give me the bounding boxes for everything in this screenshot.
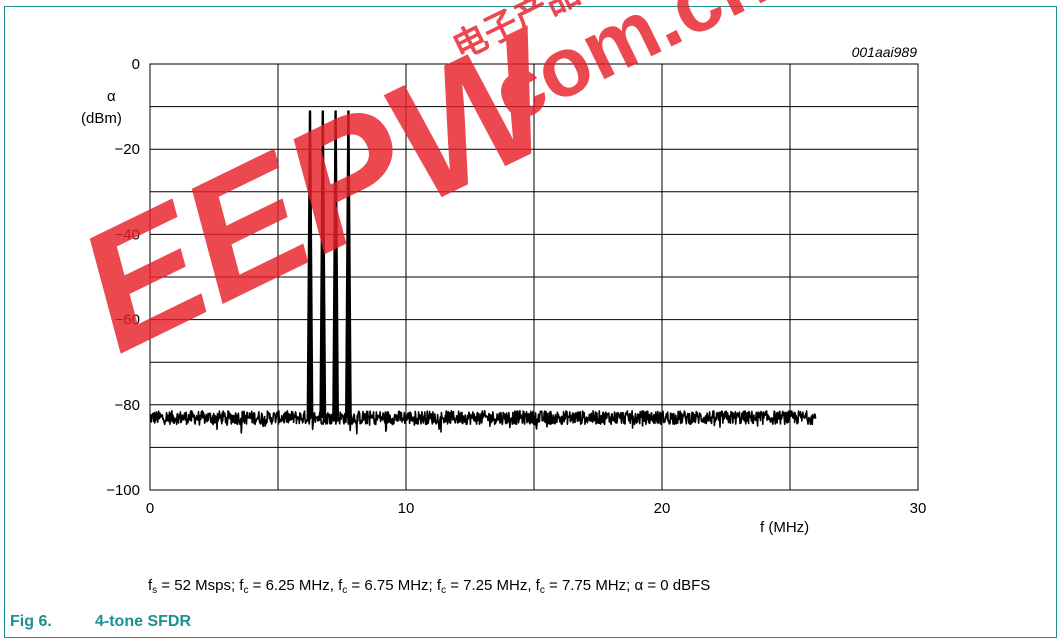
figure-caption: fs = 52 Msps; fc = 6.25 MHz, fc = 6.75 M… bbox=[148, 577, 710, 596]
caption-part: = 7.25 MHz, f bbox=[446, 577, 540, 594]
caption-part: = 52 Msps; f bbox=[157, 577, 244, 594]
trace-layer bbox=[149, 110, 817, 435]
y-tick-label: −20 bbox=[115, 141, 140, 158]
x-tick-label: 30 bbox=[910, 500, 927, 517]
y-tick-label: 0 bbox=[132, 56, 140, 73]
x-tick-label: 10 bbox=[398, 500, 415, 517]
plot-border bbox=[149, 63, 919, 491]
tone-peak bbox=[344, 110, 352, 418]
figure-number: Fig 6. bbox=[10, 613, 52, 630]
y-axis-symbol: α bbox=[107, 88, 116, 105]
tick-labels: 0 10 20 30 0 −20 −40 −60 −80 −100 bbox=[106, 56, 926, 517]
x-tick-label: 20 bbox=[654, 500, 671, 517]
y-tick-label: −100 bbox=[106, 482, 140, 499]
noise-floor-trace bbox=[149, 410, 817, 435]
x-axis-label: f (MHz) bbox=[760, 519, 810, 536]
caption-part: c bbox=[243, 585, 249, 596]
figure-id: 001aai989 bbox=[851, 44, 917, 60]
caption-part: s bbox=[152, 585, 158, 596]
caption-part: = 6.75 MHz; f bbox=[347, 577, 442, 594]
caption-part: c bbox=[342, 585, 348, 596]
tone-peak bbox=[306, 110, 314, 418]
caption-part: = 6.25 MHz, f bbox=[248, 577, 343, 594]
x-tick-label: 0 bbox=[146, 500, 154, 517]
caption-part: c bbox=[441, 585, 447, 596]
caption-part: c bbox=[539, 585, 545, 596]
y-tick-label: −80 bbox=[115, 397, 140, 414]
tone-peak bbox=[332, 110, 340, 418]
figure-title: 4-tone SFDR bbox=[95, 613, 191, 630]
y-axis-unit: (dBm) bbox=[81, 110, 122, 127]
figure-frame bbox=[4, 6, 1057, 638]
caption-part: f bbox=[148, 577, 153, 594]
y-tick-label: −40 bbox=[115, 226, 140, 243]
caption-part: = 7.75 MHz; α = 0 dBFS bbox=[544, 577, 711, 594]
y-tick-label: −60 bbox=[115, 312, 140, 329]
tone-peak bbox=[319, 110, 327, 418]
